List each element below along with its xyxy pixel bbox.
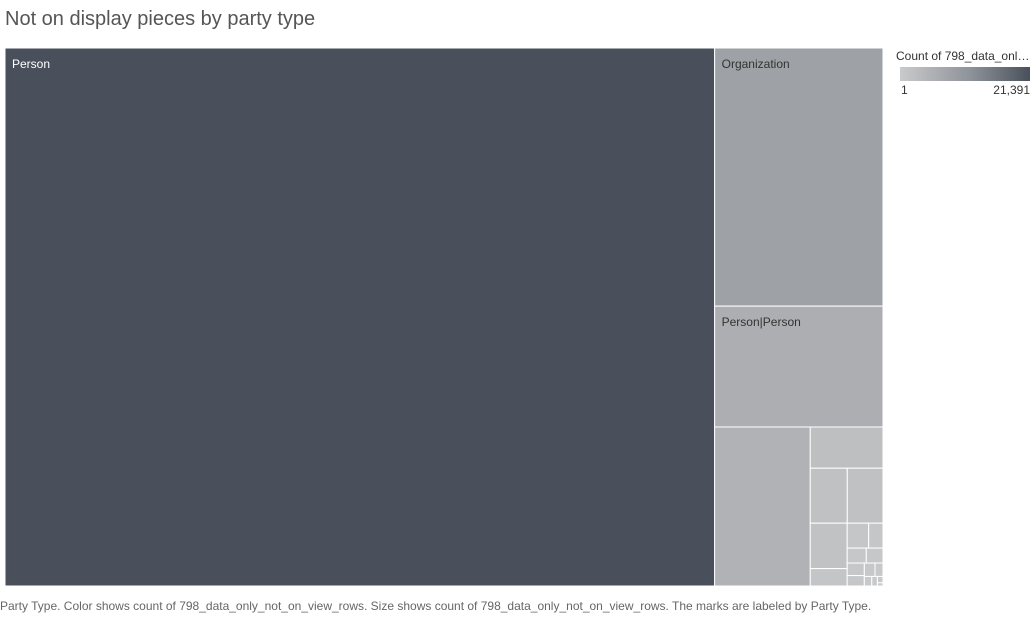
legend-title: Count of 798_data_only_not_on_view_rows	[896, 49, 1032, 63]
treemap-cell-rect[interactable]	[868, 522, 883, 549]
treemap-cell-label: Person|Person	[722, 315, 801, 329]
treemap-cell-rect[interactable]	[865, 547, 883, 564]
treemap-cell[interactable]: Organization	[714, 48, 883, 307]
chart-caption: Party Type. Color shows count of 798_dat…	[0, 599, 872, 613]
treemap-cell[interactable]	[809, 467, 848, 524]
treemap-chart[interactable]: Person Organization Person|Person	[5, 48, 883, 586]
treemap-cell[interactable]: Person	[5, 48, 716, 586]
treemap-cell-rect[interactable]	[5, 48, 716, 586]
legend-labels: 1 21,391	[896, 83, 1032, 97]
treemap-cell-rect[interactable]	[846, 547, 867, 564]
legend-gradient-bar	[900, 67, 1030, 81]
treemap-cell-rect[interactable]	[871, 575, 878, 586]
treemap-cell[interactable]	[876, 582, 883, 586]
legend-min-label: 1	[901, 83, 908, 97]
treemap-cell-rect[interactable]	[809, 568, 848, 586]
treemap-cell-rect[interactable]	[809, 467, 848, 524]
treemap-cell-rect[interactable]	[714, 48, 883, 307]
treemap-cell-rect[interactable]	[809, 522, 848, 570]
treemap-cell[interactable]	[863, 562, 876, 577]
treemap-cell-rect[interactable]	[714, 305, 883, 428]
treemap-cell-rect[interactable]	[714, 426, 811, 586]
treemap-cell[interactable]	[865, 547, 883, 564]
treemap-cell[interactable]	[871, 575, 878, 586]
treemap-cell[interactable]	[714, 426, 811, 586]
treemap-cell-rect[interactable]	[876, 575, 883, 584]
chart-title: Not on display pieces by party type	[5, 8, 316, 30]
treemap-cell[interactable]	[874, 562, 883, 577]
treemap-cell[interactable]	[846, 467, 883, 524]
treemap-cell[interactable]	[809, 426, 883, 469]
treemap-cell[interactable]	[846, 562, 865, 577]
treemap-cell-rect[interactable]	[874, 562, 883, 577]
color-legend[interactable]: Count of 798_data_only_not_on_view_rows …	[896, 48, 1032, 97]
treemap-cell[interactable]	[846, 575, 865, 586]
treemap-cell-rect[interactable]	[846, 467, 883, 524]
treemap-cell-rect[interactable]	[876, 582, 883, 586]
treemap-cell-rect[interactable]	[846, 562, 865, 577]
treemap-cell-rect[interactable]	[846, 522, 870, 549]
treemap-cell-label: Organization	[722, 57, 790, 71]
treemap-cell-rect[interactable]	[846, 575, 865, 586]
treemap-cell[interactable]	[809, 522, 848, 570]
treemap-cell-label: Person	[12, 57, 50, 71]
treemap-cell[interactable]	[809, 568, 848, 586]
treemap-svg: Person Organization Person|Person	[5, 48, 883, 586]
treemap-cell[interactable]	[876, 575, 883, 584]
treemap-cell-rect[interactable]	[809, 426, 883, 469]
treemap-cell-rect[interactable]	[863, 562, 876, 577]
treemap-cell[interactable]: Person|Person	[714, 305, 883, 428]
legend-max-label: 21,391	[993, 83, 1030, 97]
treemap-cell[interactable]	[863, 575, 873, 586]
treemap-cell[interactable]	[846, 547, 867, 564]
treemap-cell[interactable]	[868, 522, 883, 549]
treemap-cell-rect[interactable]	[863, 575, 873, 586]
treemap-cell[interactable]	[846, 522, 870, 549]
